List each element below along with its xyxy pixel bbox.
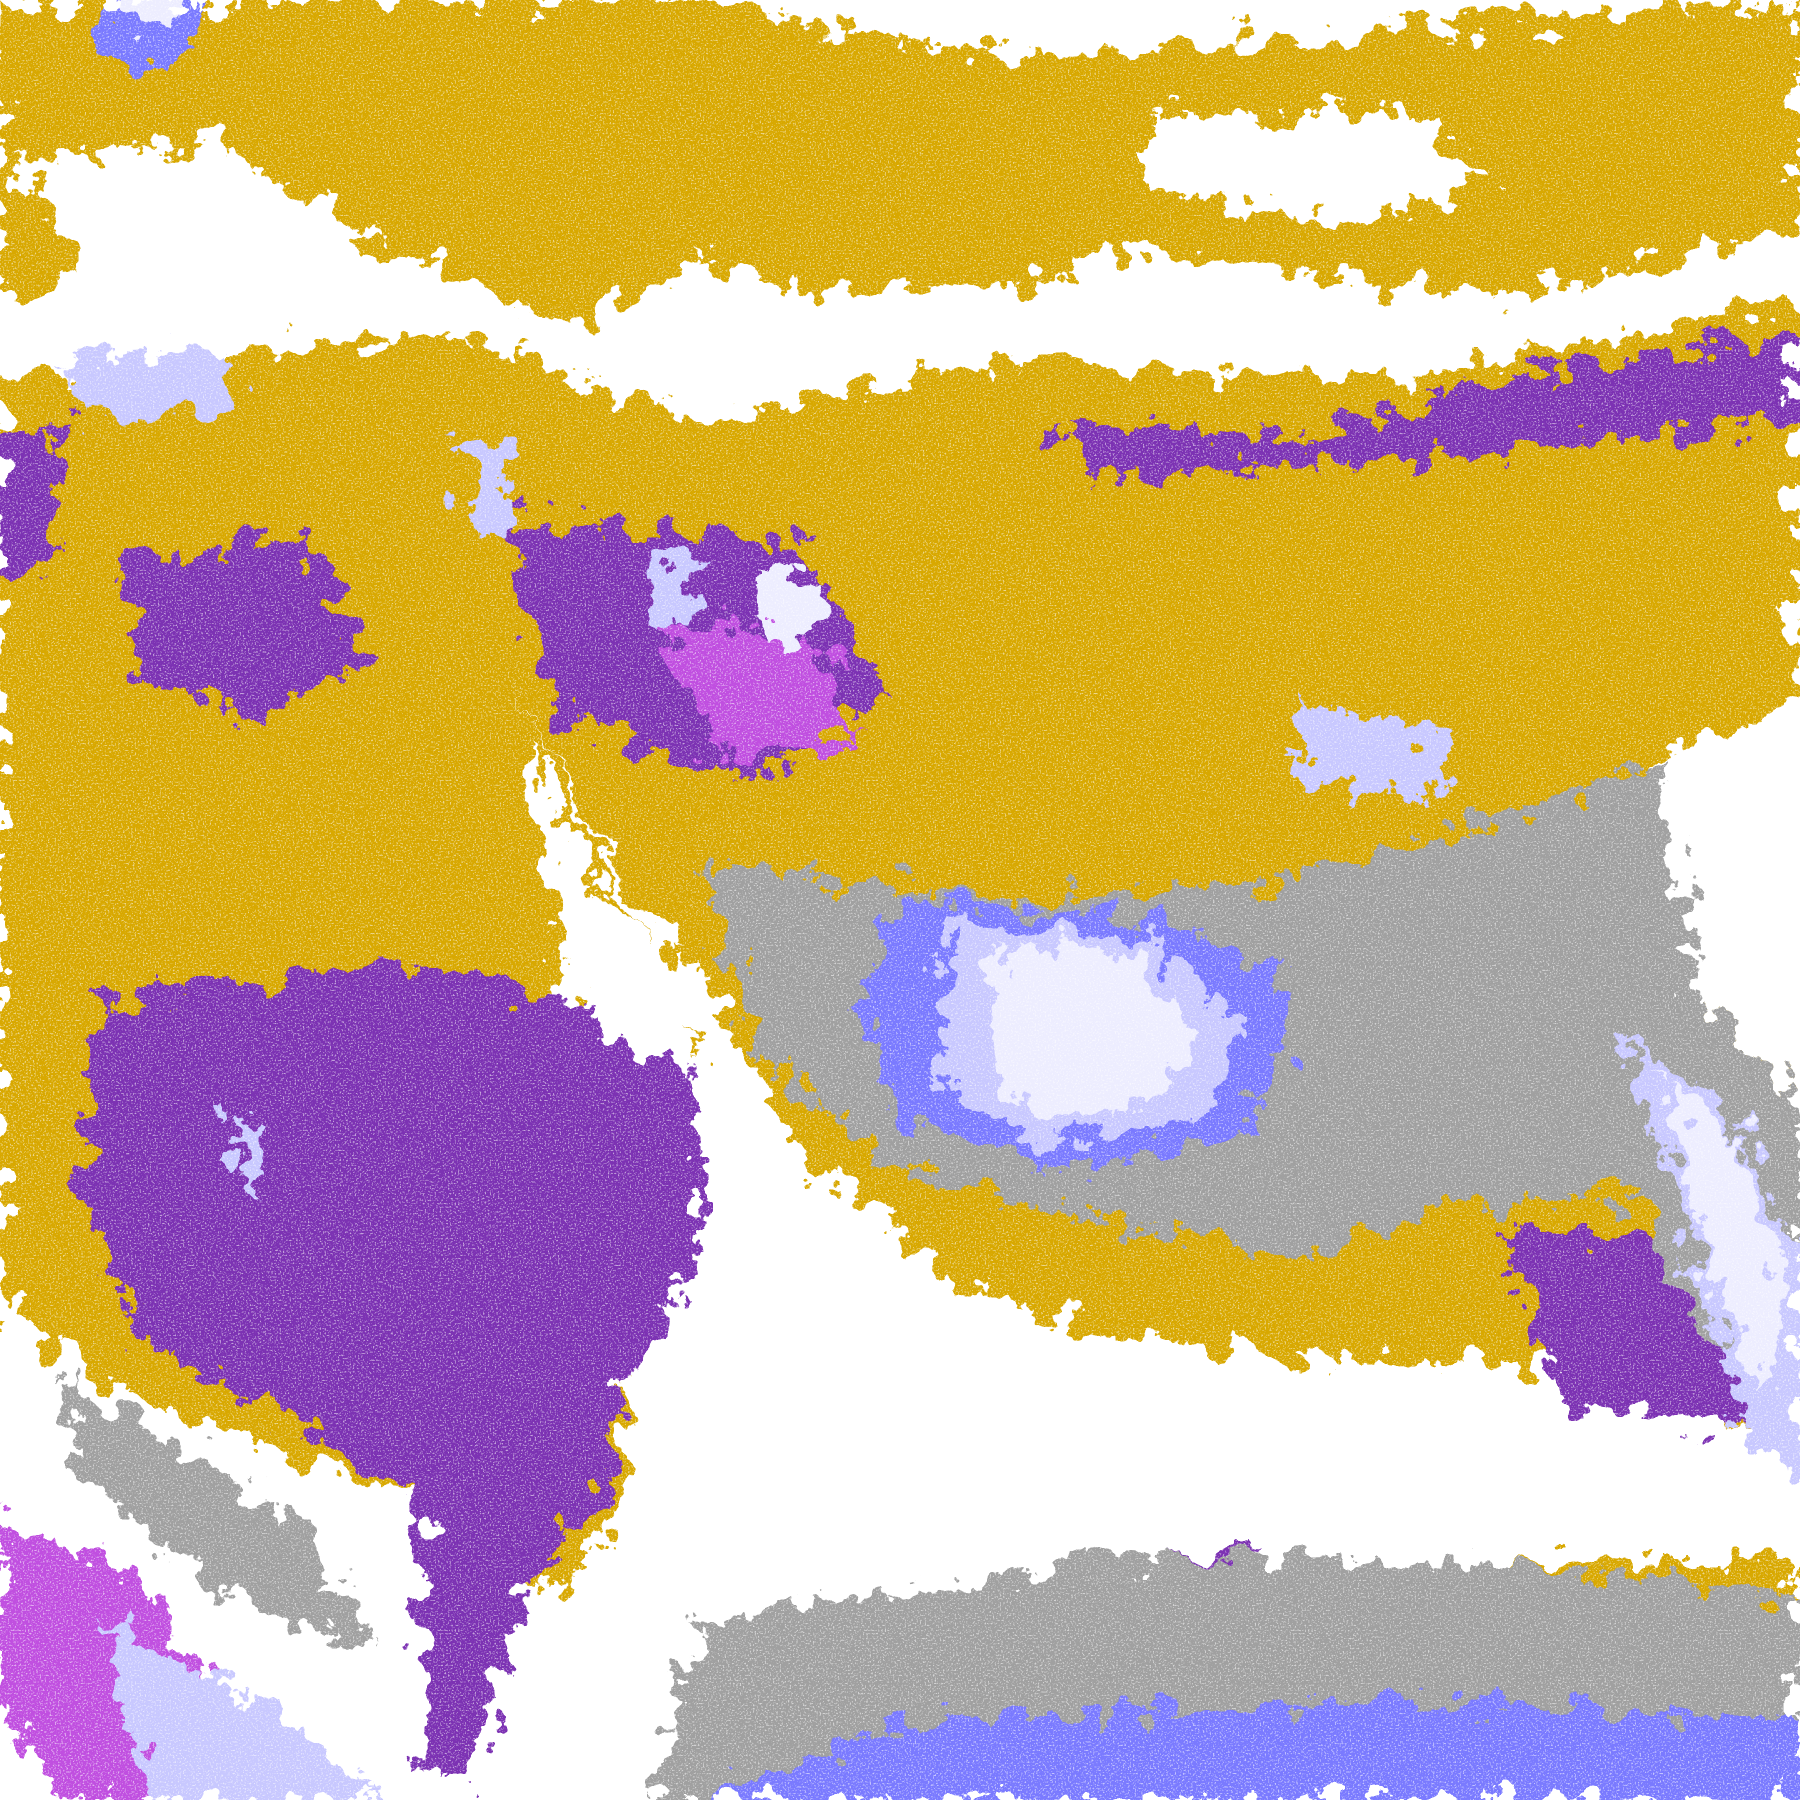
satellite-image [0, 0, 1800, 1800]
texture-overlay [0, 0, 1800, 1800]
satellite-image-canvas [0, 0, 1800, 1800]
